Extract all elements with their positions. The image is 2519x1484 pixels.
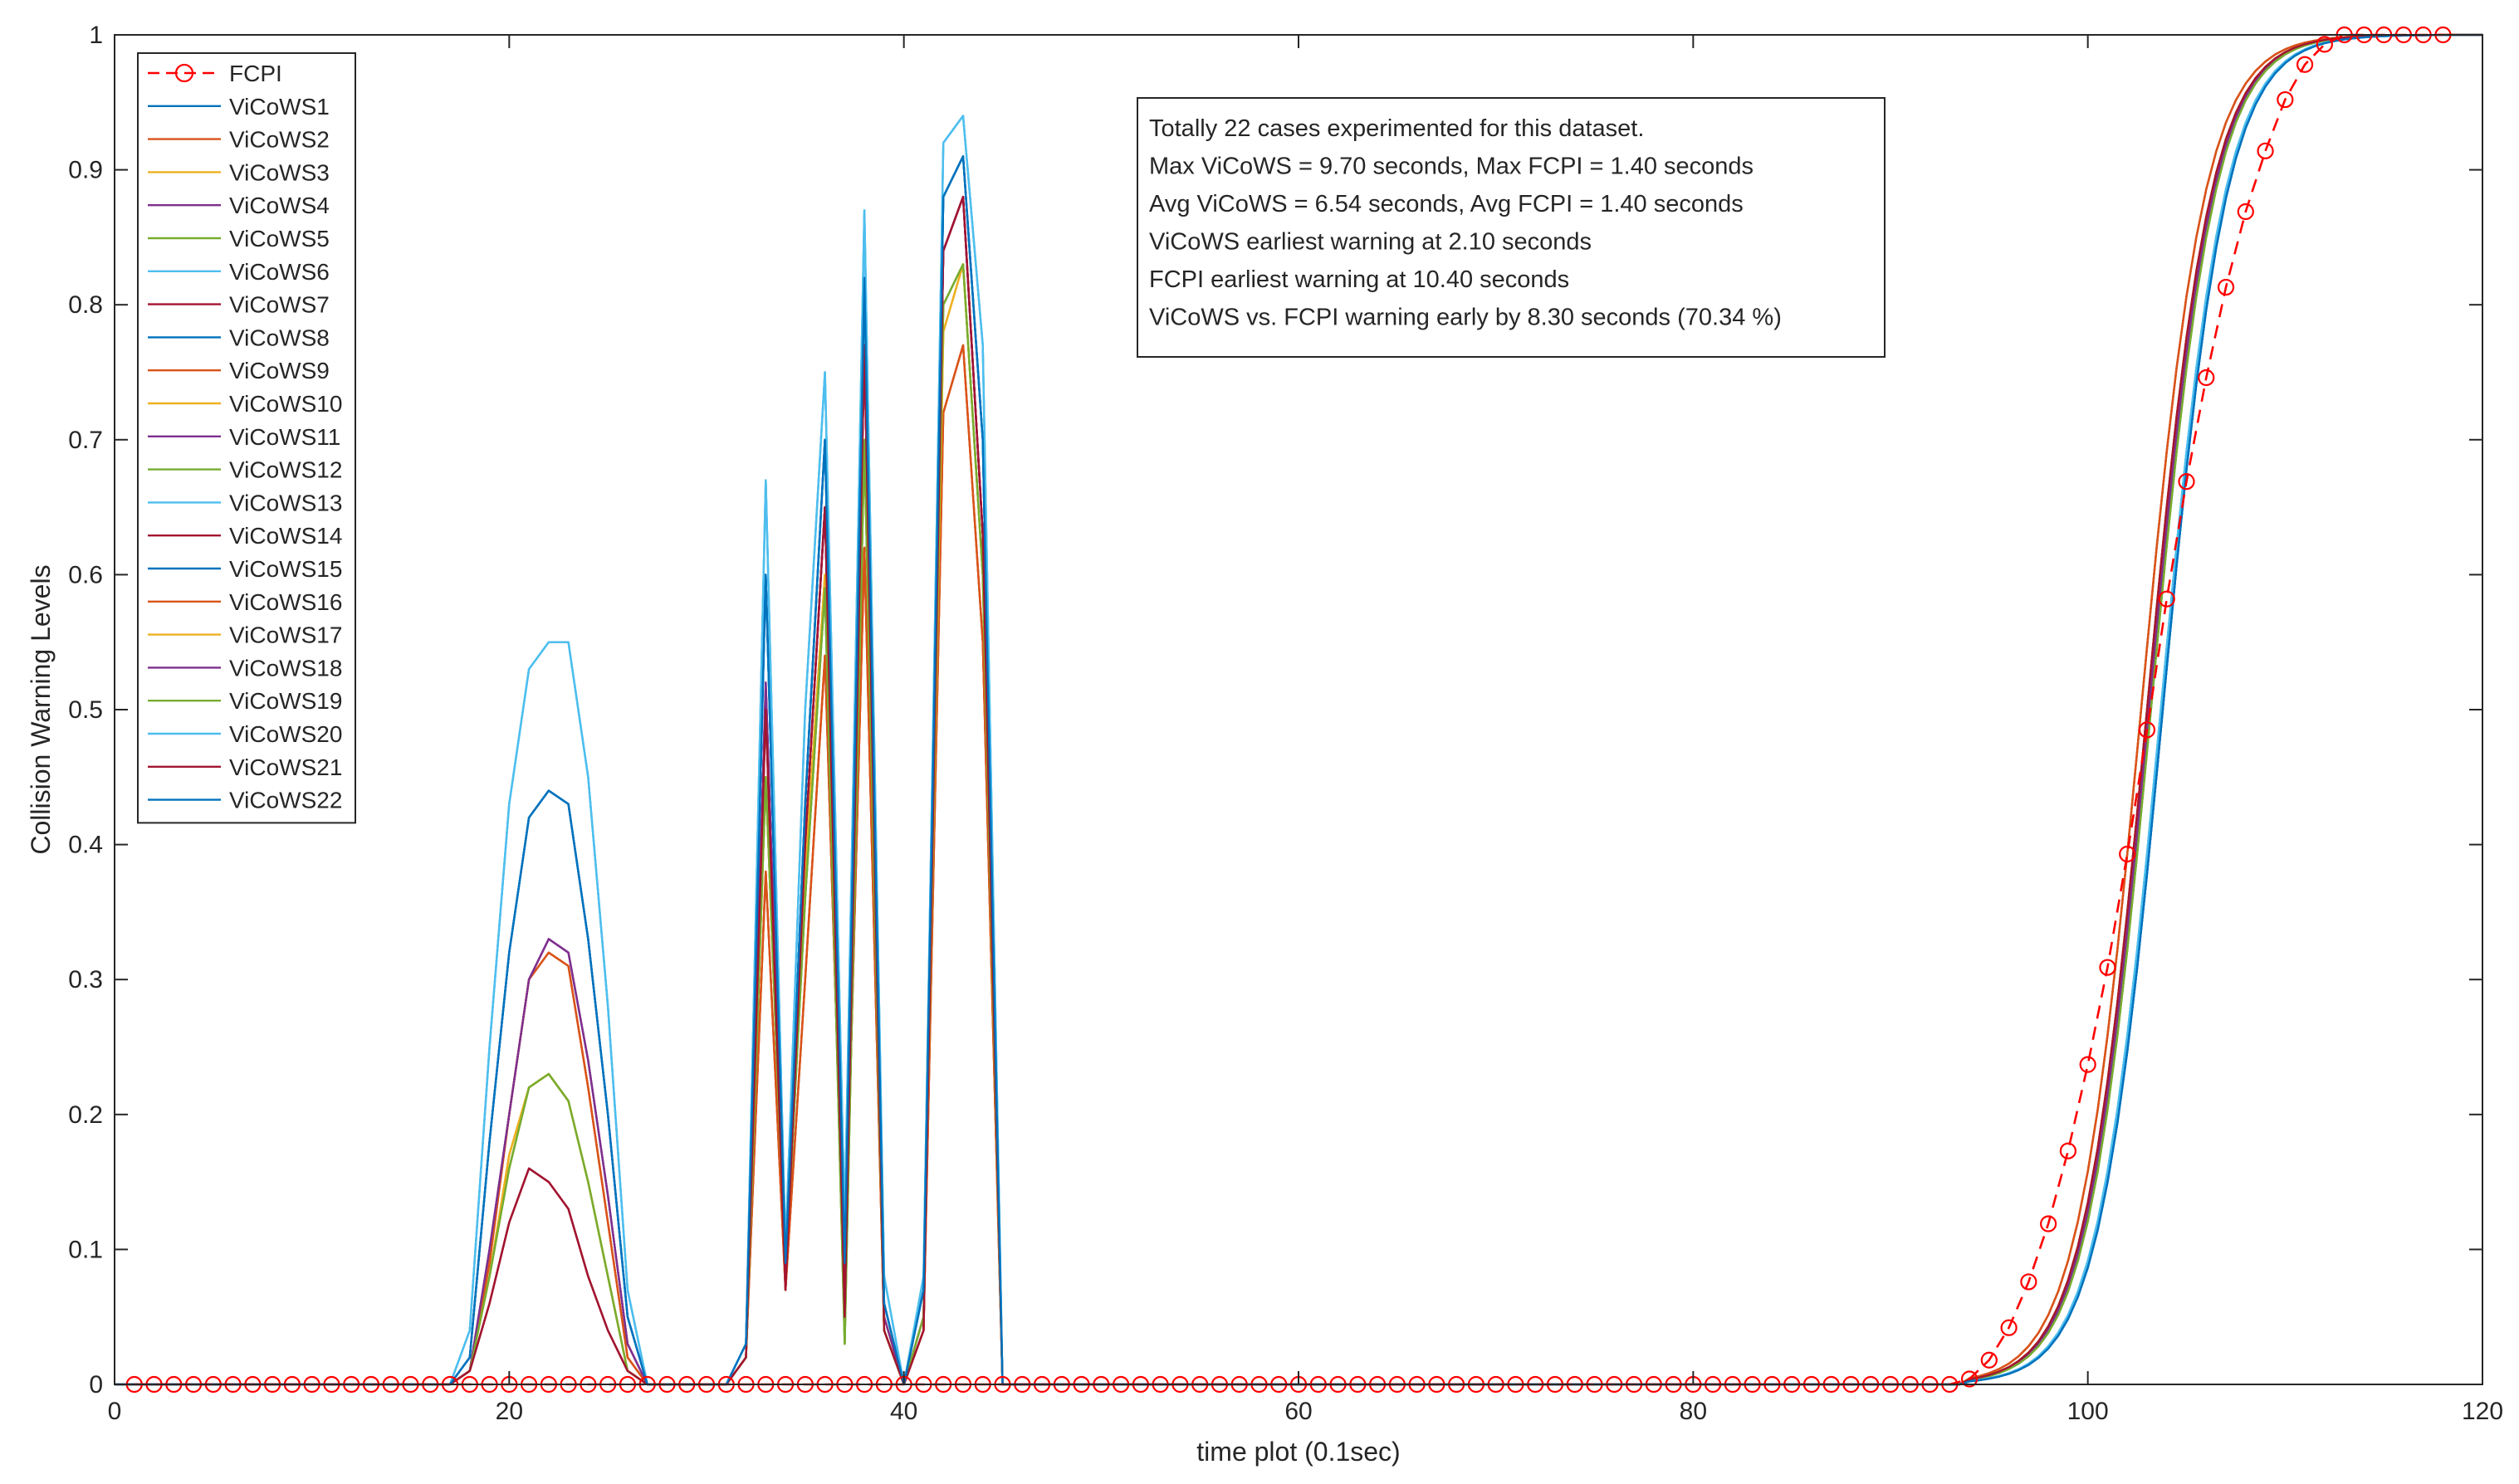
legend-entry-label: ViCoWS12 [229, 457, 342, 483]
legend-entry-label: ViCoWS6 [229, 259, 330, 285]
annotation-box: Totally 22 cases experimented for this d… [1137, 97, 1886, 358]
x-tick-label: 120 [2462, 1398, 2503, 1425]
y-tick-label: 0.1 [68, 1236, 103, 1263]
fcpi-point [1980, 1351, 1998, 1369]
y-tick-label: 0.8 [68, 291, 103, 319]
legend-entry-label: ViCoWS4 [229, 193, 330, 218]
legend-entry-label: ViCoWS21 [229, 754, 342, 780]
fcpi-point [2158, 590, 2175, 608]
legend-entry-label: ViCoWS7 [229, 292, 330, 318]
annotation-line: Max ViCoWS = 9.70 seconds, Max FCPI = 1.… [1149, 154, 1754, 180]
legend-entry-label: ViCoWS20 [229, 721, 342, 747]
fcpi-point [2296, 56, 2314, 73]
legend-entry-label: ViCoWS11 [229, 424, 340, 450]
legend-entry-label: ViCoWS13 [229, 490, 342, 515]
legend-entry-label: ViCoWS9 [229, 358, 330, 383]
y-tick-label: 0.3 [68, 966, 103, 993]
legend-entry-label: ViCoWS18 [229, 655, 342, 681]
fcpi-point [2178, 473, 2195, 491]
x-tick-label: 100 [2067, 1398, 2109, 1425]
legend-entry-label: ViCoWS8 [229, 325, 330, 350]
fcpi-point [2020, 1273, 2037, 1291]
fcpi-point [2257, 142, 2274, 159]
legend-entry-label: ViCoWS16 [229, 589, 342, 615]
fcpi-point [2138, 721, 2156, 739]
fcpi-point [2217, 278, 2235, 296]
y-tick-label: 0 [89, 1371, 103, 1399]
legend-entry-label: ViCoWS22 [229, 788, 342, 813]
y-tick-label: 0.5 [68, 696, 103, 724]
y-axis-label: Collision Warning Levels [26, 564, 56, 854]
legend-entry-label: ViCoWS5 [229, 226, 330, 251]
legend-entry-label: ViCoWS3 [229, 159, 330, 185]
annotation-line: ViCoWS vs. FCPI warning early by 8.30 se… [1149, 305, 1782, 331]
fcpi-point [2198, 369, 2215, 387]
fcpi-point [2059, 1142, 2076, 1159]
annotation-frame [1137, 97, 1886, 358]
fcpi-point [2040, 1215, 2057, 1233]
annotation-line: FCPI earliest warning at 10.40 seconds [1149, 266, 1569, 293]
legend-marker-fcpi [174, 63, 194, 83]
legend-entry-label: ViCoWS14 [229, 523, 342, 549]
ticks-layer: 0 20 40 60 80 100 120 0 0.1 0.2 0.3 0.4 0.5 0.6 0.7 0.8… [68, 22, 2503, 1425]
y-tick-label: 0.9 [68, 157, 103, 184]
legend: FCPI ViCoWS1 ViCoWS2 ViCoWS3 ViCoWS4 ViCoWS5 V… [137, 52, 356, 824]
y-tick-label: 0.4 [68, 832, 103, 859]
legend-entry-label: ViCoWS10 [229, 391, 342, 417]
annotation-line: ViCoWS earliest warning at 2.10 seconds [1149, 229, 1592, 256]
x-tick-label: 40 [890, 1398, 917, 1425]
y-tick-label: 0.2 [68, 1101, 103, 1129]
annotation-line: Avg ViCoWS = 6.54 seconds, Avg FCPI = 1.… [1149, 191, 1744, 217]
y-tick-label: 0.6 [68, 561, 103, 588]
fcpi-point [2119, 845, 2136, 863]
fcpi-point [2099, 959, 2116, 976]
legend-entry-label: ViCoWS17 [229, 622, 342, 648]
legend-entry-label: FCPI [229, 61, 282, 86]
x-axis-label: time plot (0.1sec) [1196, 1437, 1400, 1467]
legend-entry-label: ViCoWS2 [229, 127, 330, 153]
legend-entry-label: ViCoWS15 [229, 556, 342, 582]
x-tick-label: 60 [1284, 1398, 1312, 1425]
fcpi-point [2000, 1319, 2018, 1336]
fcpi-point [1960, 1370, 1979, 1388]
legend-entry-label: ViCoWS1 [229, 94, 330, 120]
y-tick-label: 0.7 [68, 427, 103, 454]
fcpi-point [2079, 1056, 2096, 1073]
x-tick-label: 80 [1680, 1398, 1707, 1425]
annotation-line: Totally 22 cases experimented for this d… [1149, 115, 1644, 142]
legend-box [137, 52, 356, 824]
y-tick-label: 1 [89, 22, 103, 49]
fcpi-point [2316, 36, 2333, 53]
legend-entry-label: ViCoWS19 [229, 688, 342, 714]
fcpi-point [2277, 90, 2294, 109]
x-tick-label: 20 [496, 1398, 523, 1425]
fcpi-point [2237, 203, 2254, 221]
x-tick-label: 0 [108, 1398, 122, 1425]
